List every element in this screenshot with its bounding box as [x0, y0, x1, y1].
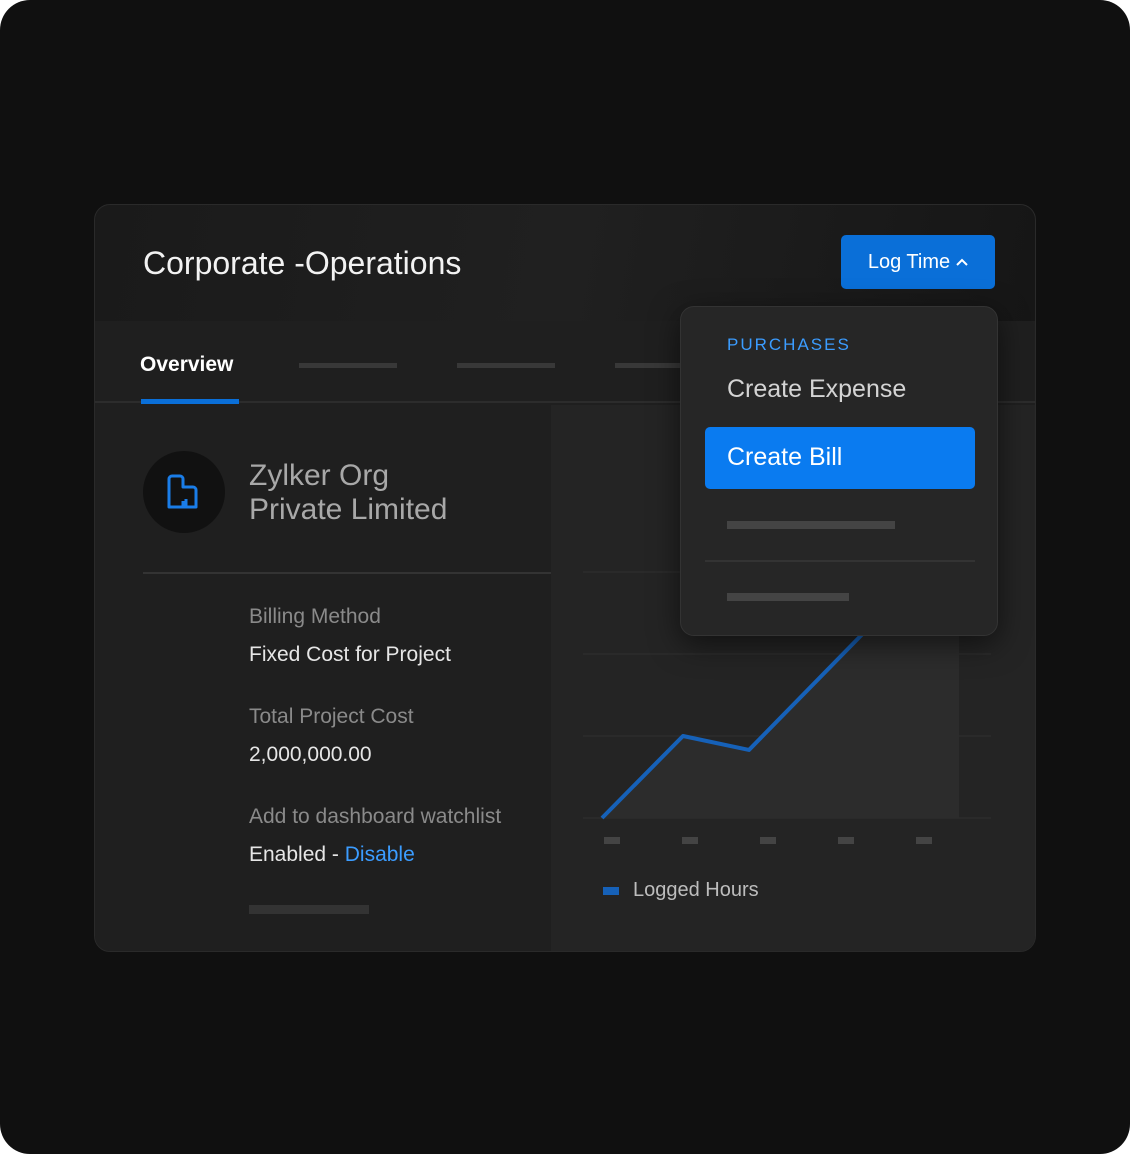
legend-swatch: [603, 886, 619, 895]
building-icon: [167, 474, 198, 509]
tab-placeholder[interactable]: [299, 363, 397, 368]
x-tick-label: [916, 837, 932, 844]
placeholder-bar: [249, 905, 369, 914]
dropdown-divider: [705, 560, 975, 562]
log-time-dropdown: PURCHASES Create Expense Create Bill: [680, 306, 998, 636]
total-cost-value: 2,000,000.00: [249, 743, 372, 766]
disable-link[interactable]: Disable: [344, 843, 415, 866]
x-tick-label: [838, 837, 854, 844]
tab-placeholder[interactable]: [457, 363, 555, 368]
tab-placeholder[interactable]: [615, 363, 713, 368]
watchlist-label: Add to dashboard watchlist: [249, 805, 502, 828]
watchlist-status: Enabled -: [249, 843, 345, 866]
dropdown-section-heading: PURCHASES: [727, 335, 851, 354]
org-name-line2: Private Limited: [249, 493, 448, 526]
page-title: Corporate -Operations: [143, 245, 462, 281]
total-cost-label: Total Project Cost: [249, 705, 414, 728]
x-tick-label: [604, 837, 620, 844]
menu-item-placeholder[interactable]: [727, 593, 849, 601]
billing-method-value: Fixed Cost for Project: [249, 643, 451, 666]
org-name-line1: Zylker Org: [249, 459, 390, 492]
chart-legend: Logged Hours: [603, 879, 759, 902]
legend-label: Logged Hours: [633, 879, 759, 901]
area-fill: [602, 539, 959, 818]
create-expense-item[interactable]: Create Expense: [727, 375, 907, 403]
tab-overview[interactable]: Overview: [140, 353, 234, 376]
log-time-label: Log Time: [867, 250, 951, 273]
details-panel: Zylker Org Private Limited Billing Metho…: [95, 405, 551, 951]
menu-item-placeholder[interactable]: [727, 521, 895, 529]
chevron-up-icon: [956, 258, 968, 266]
x-tick-label: [682, 837, 698, 844]
org-name: Zylker Org Private Limited: [249, 459, 447, 527]
active-tab-indicator: [141, 399, 239, 404]
org-avatar: [143, 451, 225, 533]
x-tick-label: [760, 837, 776, 844]
billing-method-label: Billing Method: [249, 605, 381, 628]
log-time-button[interactable]: Log Time: [841, 235, 995, 289]
header: Corporate -Operations Log Time: [95, 205, 1035, 321]
watchlist-value: Enabled - Disable: [249, 843, 415, 867]
divider: [143, 572, 551, 574]
create-bill-item[interactable]: Create Bill: [705, 427, 975, 489]
